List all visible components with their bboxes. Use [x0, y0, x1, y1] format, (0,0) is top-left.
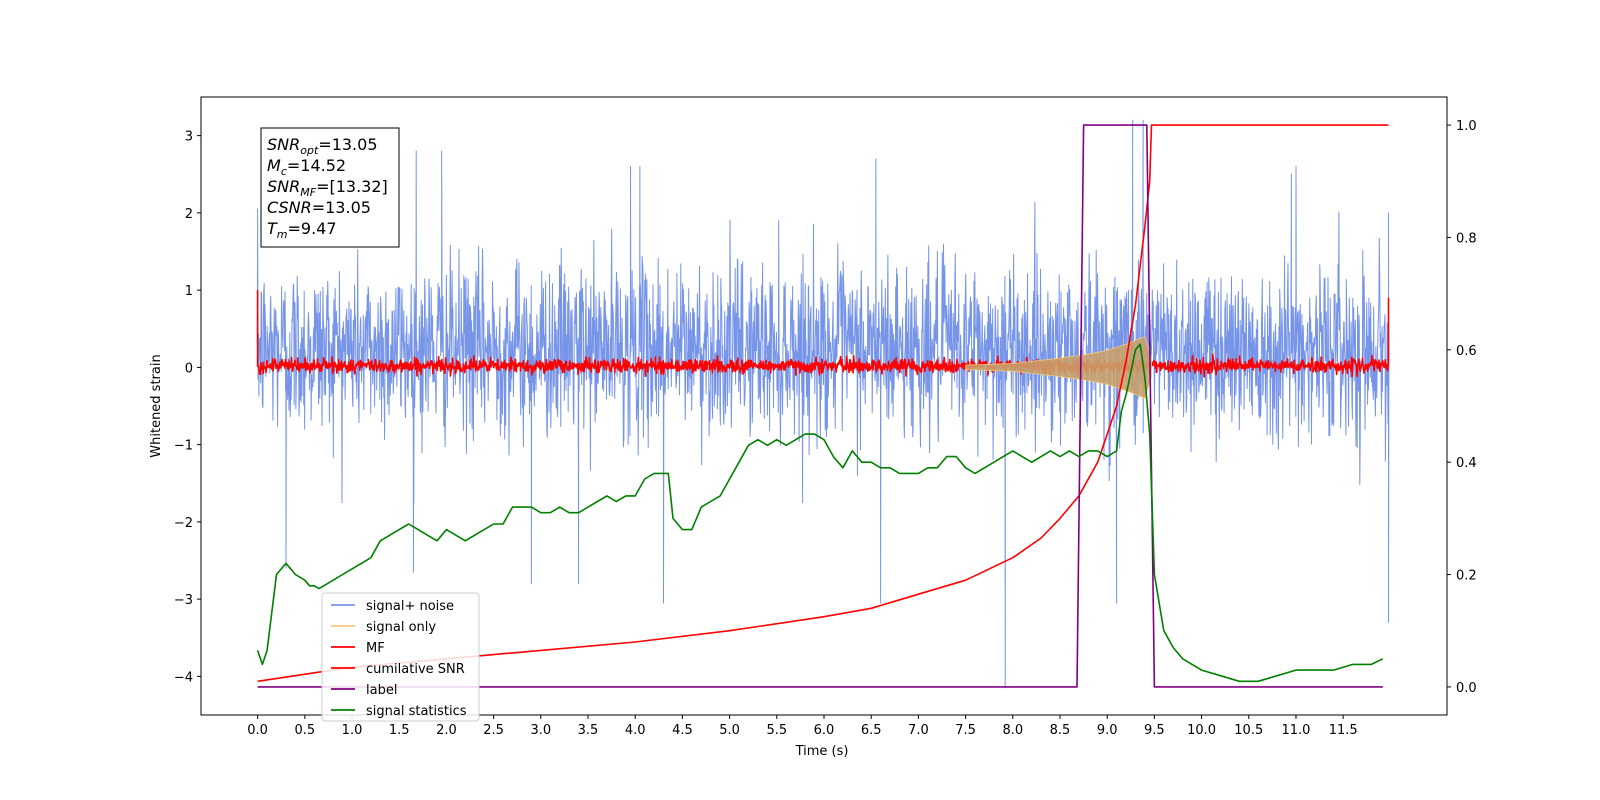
- y2-axis-ticks: 1.0 0.8 0.6 0.4 0.2 0.0: [1447, 119, 1477, 696]
- x-tick-label: 2.5: [483, 723, 504, 738]
- annotation-line: CSNR=13.05: [267, 198, 371, 217]
- x-tick-label: 2.0: [436, 723, 457, 738]
- legend-frame: [321, 592, 480, 722]
- y2-tick-label: 0.2: [1456, 569, 1477, 584]
- legend-label: label: [366, 683, 397, 698]
- x-tick-label: 5.5: [766, 723, 787, 738]
- y2-tick-label: 0.6: [1456, 344, 1477, 359]
- x-tick-label: 6.0: [814, 723, 835, 738]
- y2-tick-label: 0.4: [1456, 456, 1477, 471]
- annotation-line: Mc=14.52: [267, 156, 346, 178]
- y-tick-label: 1: [185, 284, 193, 299]
- x-tick-label: 0.0: [247, 723, 268, 738]
- y-tick-label: −2: [174, 516, 193, 531]
- legend-label: MF: [366, 641, 385, 656]
- x-tick-label: 4.5: [672, 723, 693, 738]
- annotation-frame: [260, 127, 400, 248]
- y-tick-label: −4: [174, 670, 193, 685]
- legend-label: cumilative SNR: [366, 662, 465, 677]
- y-tick-label: −1: [174, 439, 193, 454]
- series-label: [257, 124, 1383, 688]
- legend-item-cumilative-snr: cumilative SNR: [331, 662, 465, 677]
- legend-item-signal-statistics: signal statistics: [331, 704, 467, 719]
- x-axis-ticks: 0.0 0.5 1.0 1.5 2.0 2.5 3.0 3.5 4.0 4.5 5.0 5.5 6.0 6…: [247, 715, 1358, 738]
- annotation-line: SNRopt=13.05: [267, 135, 378, 157]
- x-tick-label: 8.5: [1050, 723, 1071, 738]
- series-signal-only: [965, 335, 1152, 399]
- x-tick-label: 8.0: [1002, 723, 1023, 738]
- y-axis-ticks: 3 2 1 0 −1 −2 −3 −4: [174, 130, 201, 685]
- series-mf: [256, 290, 1390, 378]
- x-tick-label: 9.5: [1144, 723, 1165, 738]
- legend-item-signal-noise: signal+ noise: [331, 599, 454, 614]
- x-tick-label: 7.0: [908, 723, 929, 738]
- series-signal-statistics: [256, 343, 1384, 683]
- annotation-line: Tm=9.47: [267, 219, 337, 241]
- x-tick-label: 6.5: [861, 723, 882, 738]
- x-tick-label: 3.5: [578, 723, 599, 738]
- y-tick-label: −3: [174, 593, 193, 608]
- legend-label: signal+ noise: [366, 599, 454, 614]
- x-tick-label: 7.5: [955, 723, 976, 738]
- legend-item-label: label: [331, 683, 397, 698]
- y2-tick-label: 0.8: [1456, 231, 1477, 246]
- x-tick-label: 1.5: [389, 723, 410, 738]
- annotation-box: SNRopt=13.05Mc=14.52SNRMF=[13.32]CSNR=13…: [260, 127, 400, 248]
- y-axis-label: Whitened strain: [149, 354, 164, 457]
- y-tick-label: 2: [185, 207, 193, 222]
- x-tick-label: 4.0: [625, 723, 646, 738]
- legend-label: signal only: [366, 620, 436, 635]
- legend: signal+ noise signal only MF cumilative SNR…: [321, 592, 480, 722]
- annotation-line: SNRMF=[13.32]: [267, 177, 388, 199]
- legend-item-signal-only: signal only: [331, 620, 436, 635]
- y-tick-label: 3: [185, 130, 193, 145]
- y-tick-label: 0: [185, 361, 193, 376]
- x-tick-label: 10.5: [1234, 723, 1263, 738]
- x-tick-label: 5.0: [719, 723, 740, 738]
- x-tick-label: 11.0: [1281, 723, 1310, 738]
- x-axis-label: Time (s): [795, 744, 849, 759]
- x-tick-label: 0.5: [294, 723, 315, 738]
- x-tick-label: 11.5: [1329, 723, 1358, 738]
- x-tick-label: 10.0: [1187, 723, 1216, 738]
- legend-label: signal statistics: [366, 704, 467, 719]
- x-tick-label: 9.0: [1097, 723, 1118, 738]
- series-layer: [256, 119, 1390, 689]
- x-tick-label: 1.0: [342, 723, 363, 738]
- legend-item-mf: MF: [331, 641, 385, 656]
- y2-tick-label: 0.0: [1456, 681, 1477, 696]
- y2-tick-label: 1.0: [1456, 119, 1477, 134]
- series-signal-noise: [256, 119, 1390, 689]
- x-tick-label: 3.0: [530, 723, 551, 738]
